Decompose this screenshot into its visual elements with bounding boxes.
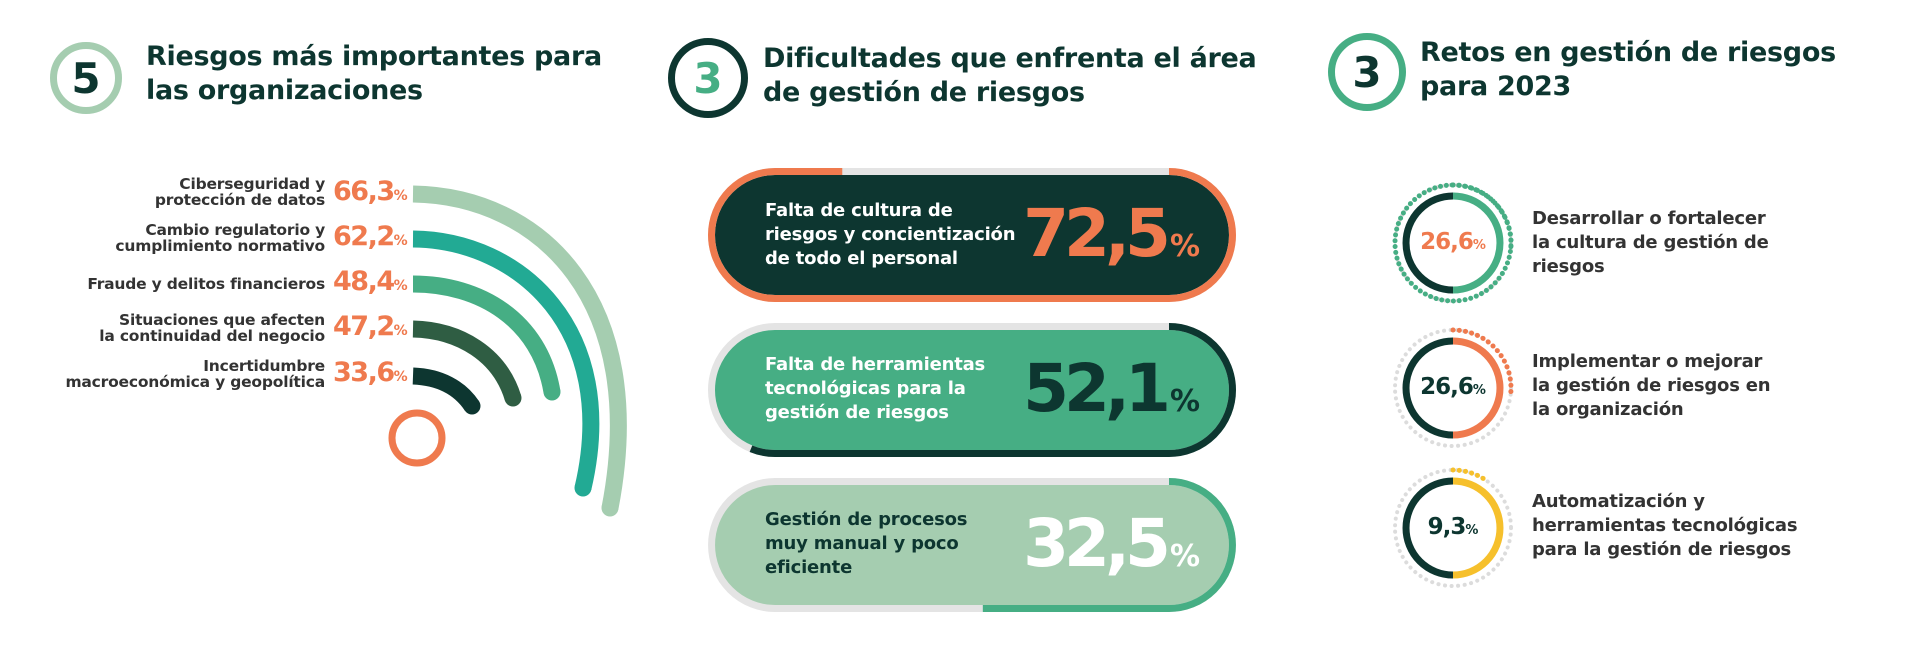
risk-value-regulatory: 62,2%	[333, 221, 408, 252]
risk-label-cybersecurity: Ciberseguridad y protección de datos	[154, 175, 325, 209]
pill-culture-value: 72,5%	[1023, 195, 1200, 272]
origin-ring-icon	[388, 409, 446, 467]
risk-value-continuity: 47,2%	[333, 311, 408, 342]
difficulties-title: Dificultades que enfrenta el área de ges…	[763, 42, 1257, 110]
donut-implement	[1393, 328, 1513, 448]
challenges-title-line2: para 2023	[1420, 71, 1571, 102]
risks-title: Riesgos más importantes para las organiz…	[146, 40, 602, 108]
pill-culture-text: Falta de cultura de riesgos y concientiz…	[765, 200, 1016, 269]
donut-automation-value: 9,3%	[1427, 514, 1479, 540]
donut-automation	[1393, 468, 1513, 588]
arc-cybersecurity	[412, 185, 627, 510]
arc-continuity	[412, 320, 522, 401]
challenges-count-badge: 3	[1328, 33, 1406, 111]
challenge-implement-text: Implementar o mejorar la gestión de ries…	[1532, 351, 1771, 420]
pill-tools-text: Falta de herramientas tecnológicas para …	[765, 354, 986, 423]
challenge-culture-text: Desarrollar o fortalecer la cultura de g…	[1532, 208, 1769, 277]
pill-culture	[708, 168, 1236, 302]
risk-label-regulatory: Cambio regulatorio y cumplimiento normat…	[115, 221, 325, 255]
pill-tools	[708, 323, 1236, 457]
risk-value-uncertainty: 33,6%	[333, 357, 408, 388]
risk-label-uncertainty: Incertidumbre macroeconómica y geopolíti…	[65, 357, 325, 391]
risks-title-line2: las organizaciones	[146, 75, 423, 106]
difficulties-count-badge: 3	[668, 38, 748, 118]
risk-label-continuity: Situaciones que afecten la continuidad d…	[99, 311, 325, 345]
difficulties-title-line1: Dificultades que enfrenta el área	[763, 43, 1257, 74]
risks-title-line1: Riesgos más importantes para	[146, 41, 602, 72]
donut-implement-value: 26,6%	[1420, 374, 1486, 400]
risks-count-badge: 5	[50, 42, 122, 114]
risk-value-cybersecurity: 66,3%	[333, 176, 408, 207]
risk-label-fraud: Fraude y delitos financieros	[87, 275, 325, 293]
donut-culture-value: 26,6%	[1420, 229, 1486, 255]
dotted-progress-automation	[1450, 467, 1488, 483]
difficulties-title-line2: de gestión de riesgos	[763, 77, 1085, 108]
dotted-progress-culture	[1450, 182, 1514, 252]
challenges-title: Retos en gestión de riesgos para 2023	[1420, 36, 1836, 104]
pill-manual-value: 32,5%	[1023, 505, 1200, 582]
pill-tools-value: 52,1%	[1023, 350, 1200, 427]
arc-regulatory	[412, 230, 600, 490]
pill-manual-text: Gestión de procesos muy manual y poco ef…	[765, 509, 968, 578]
pill-manual-processes	[708, 478, 1236, 612]
risk-value-fraud: 48,4%	[333, 266, 408, 297]
challenges-title-line1: Retos en gestión de riesgos	[1420, 37, 1836, 68]
dotted-progress-implement	[1450, 327, 1514, 397]
arc-fraud	[412, 275, 561, 394]
challenge-automation-text: Automatización y herramientas tecnológic…	[1532, 491, 1798, 560]
risk-arcs-chart	[388, 185, 627, 517]
